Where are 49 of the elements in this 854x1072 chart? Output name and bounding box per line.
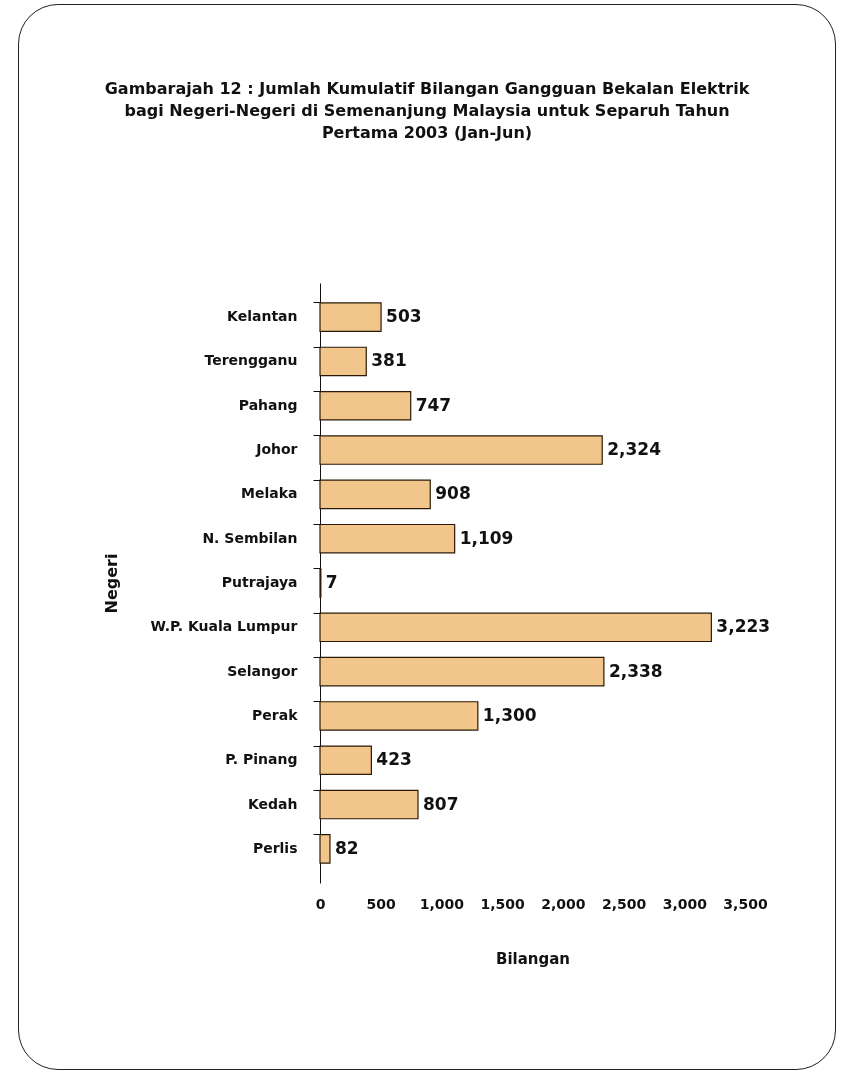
y-tick-label: Kedah	[247, 795, 298, 812]
bar	[319, 302, 382, 332]
data-label: 423	[376, 749, 412, 770]
y-axis-title: Negeri	[102, 553, 122, 614]
data-label: 747	[415, 394, 452, 415]
y-tick-label: Kelantan	[227, 308, 298, 325]
y-tick-label: P. Pinang	[225, 751, 298, 768]
bar	[319, 612, 712, 643]
y-tick-label: Melaka	[241, 485, 298, 502]
data-label: 2,324	[607, 439, 662, 460]
bar	[319, 435, 603, 465]
data-label: 3,223	[716, 616, 771, 637]
x-tick-label: 500	[366, 895, 397, 912]
y-tick-label: N. Sembilan	[202, 529, 298, 546]
y-tick-label: Terengganu	[204, 352, 298, 369]
x-tick-label: 2,000	[541, 895, 586, 912]
x-axis-title: Bilangan	[495, 949, 571, 968]
data-label: 381	[371, 350, 407, 371]
y-tick-label: Pahang	[238, 396, 298, 413]
x-tick-label: 2,500	[601, 895, 647, 912]
data-label: 1,109	[459, 527, 514, 548]
data-label: 503	[386, 306, 422, 327]
bar	[319, 834, 331, 864]
y-tick-label: Perlis	[252, 839, 298, 856]
data-label: 2,338	[608, 660, 663, 681]
bar	[319, 789, 419, 820]
chart-title: Gambarajah 12 : Jumlah Kumulatif Bilangan Gangguan Bekalan Elektrik bagi Negeri-Negeri di Semenanjung Malaysia untuk Separuh Tahun Pertama 2003 (Jan-Jun)	[103, 78, 751, 144]
data-label: 807	[422, 793, 459, 814]
y-tick-label: Perak	[252, 706, 299, 723]
data-label: 7	[325, 572, 338, 592]
y-tick-label: Selangor	[227, 662, 298, 679]
x-tick-label: 1,500	[480, 895, 526, 912]
x-tick-label: 3,000	[662, 895, 708, 912]
x-tick-label: 3,500	[723, 895, 768, 912]
bar	[319, 656, 605, 687]
bar	[319, 701, 479, 731]
bar	[319, 479, 431, 510]
bar	[319, 390, 412, 421]
data-label: 82	[334, 837, 359, 858]
y-tick-label: Johor	[255, 441, 298, 458]
data-label: 1,300	[482, 704, 537, 725]
x-tick-label: 0	[315, 895, 326, 912]
y-tick-label: Putrajaya	[221, 574, 298, 590]
data-label: 908	[435, 483, 471, 504]
x-tick-label: 1,000	[419, 895, 465, 912]
bar	[319, 523, 456, 554]
y-tick-label: W.P. Kuala Lumpur	[150, 618, 298, 635]
bar	[319, 346, 367, 377]
bar	[319, 745, 372, 776]
